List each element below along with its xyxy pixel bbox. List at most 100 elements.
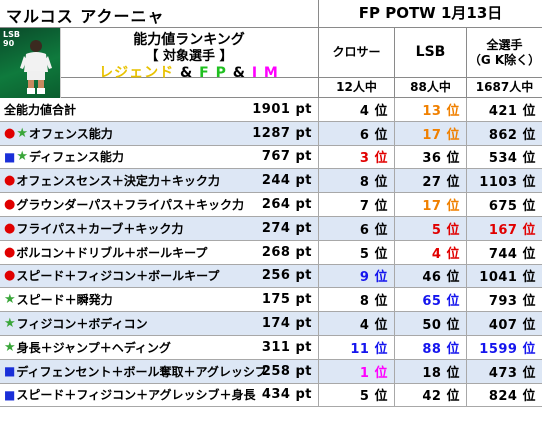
rank-all: 167 位 [466,216,542,240]
row-label-cell: ■ スピード＋フィジコン＋アグレッシブ＋身長 [4,384,256,407]
rank-closer: 4 位 [318,98,394,121]
row-label: フィジコン＋ボディコン [16,317,148,332]
row-label: オフェンス能力 [29,126,113,141]
counts-row: 12人中 88人中 1687人中 [0,78,542,98]
player-avatar: LSB 90 [0,28,61,98]
rank-closer: 8 位 [318,288,394,312]
table-row: ● グラウンダーパス＋フライパス＋キック力 264 pt 7 位 17 位 675 位 [0,193,542,217]
title-sep-1: & [174,65,200,81]
green-star-icon: ★ [4,316,16,332]
table-row: ■ ディフェンセント＋ボール奪取＋アグレッシブ 258 pt 1 位 18 位 473 位 [0,359,542,384]
rank-lsb: 46 位 [394,264,466,288]
table-row: ● ★ オフェンス能力 1287 pt 6 位 17 位 862 位 [0,121,542,146]
title-line-1: 能力値ランキング [133,32,245,48]
row-label-cell: ● フライパス＋カーブ＋キック力 [4,217,256,240]
column-header-closer: クロサー [318,28,394,77]
row-label: スピード＋フィジコン＋アグレッシブ＋身長 [16,388,256,403]
rank-closer: 1 位 [318,359,394,383]
row-label: スピード＋フィジコン＋ボールキープ [16,269,220,284]
table-row: ■ ★ ディフェンス能力 767 pt 3 位 36 位 534 位 [0,145,542,170]
row-label-cell: ★ スピード＋瞬発力 [4,288,256,311]
row-label: スピード＋瞬発力 [16,293,113,308]
red-circle-icon: ● [4,173,16,189]
red-circle-icon: ● [4,197,16,213]
table-row: ★ フィジコン＋ボディコン 174 pt 4 位 50 位 407 位 [0,312,542,336]
title-legend: レジェンド [99,65,175,81]
row-points: 767 pt [261,149,312,165]
header-main: LSB 90 能力値ランキング 【 対象選手 】 レジェンド & F P & I… [0,28,542,98]
ranking-table: 全能力値合計 1901 pt 4 位 13 位 421 位 ● ★ オフェンス能力 1287 p… [0,98,542,408]
table-row: ★ スピード＋瞬発力 175 pt 8 位 65 位 793 位 [0,288,542,313]
rank-closer: 3 位 [318,145,394,169]
row-points: 175 pt [261,292,312,308]
rank-closer: 6 位 [318,216,394,240]
avatar-position-rating: LSB 90 [3,30,20,48]
rank-closer: 4 位 [318,312,394,335]
row-label: グラウンダーパス＋フライパス＋キック力 [16,198,244,213]
column-header-lsb: LSB [394,28,466,77]
rank-all: 675 位 [466,193,542,216]
rank-closer: 5 位 [318,240,394,264]
blue-square-icon: ■ [4,149,16,164]
row-label-cell: ■ ディフェンセント＋ボール奪取＋アグレッシブ [4,360,267,383]
avatar-rating: 90 [3,39,15,48]
rank-closer: 7 位 [318,193,394,216]
rank-all: 744 位 [466,240,542,264]
rank-all: 473 位 [466,359,542,383]
table-row: ● スピード＋フィジコン＋ボールキープ 256 pt 9 位 46 位 1041 位 [0,264,542,289]
row-label-cell: 全能力値合計 [4,98,256,121]
rank-closer: 8 位 [318,169,394,193]
count-closer: 12人中 [318,78,394,97]
green-star-icon: ★ [4,292,16,308]
row-label-cell: ■ ★ ディフェンス能力 [4,146,256,169]
row-points: 174 pt [261,316,312,332]
title-fp: F P [199,65,227,81]
green-star-icon: ★ [16,125,28,141]
title-block: 能力値ランキング 【 対象選手 】 レジェンド & F P & I M [60,28,318,81]
row-points: 311 pt [261,339,312,355]
row-label: ディフェンス能力 [29,150,124,165]
table-row: ■ スピード＋フィジコン＋アグレッシブ＋身長 434 pt 5 位 42 位 824 位 [0,383,542,408]
row-points: 258 pt [261,363,312,379]
rank-all: 421 位 [466,98,542,121]
row-points: 434 pt [261,387,312,403]
blue-square-icon: ■ [4,364,16,379]
count-lsb: 88人中 [394,78,466,97]
table-row: ★ 身長＋ジャンプ＋ヘディング 311 pt 11 位 88 位 1599 位 [0,335,542,360]
rank-closer: 11 位 [318,335,394,359]
count-all: 1687人中 [466,78,542,97]
rank-lsb: 65 位 [394,288,466,312]
row-points: 244 pt [261,173,312,189]
blue-square-icon: ■ [4,387,16,402]
row-points: 1901 pt [252,101,312,117]
title-sep-2: & [226,65,252,81]
title-line-2: 【 対象選手 】 [145,49,233,64]
row-label: 全能力値合計 [4,102,77,117]
row-label-cell: ● オフェンスセンス＋決定力＋キック力 [4,169,256,192]
rank-all: 1041 位 [466,264,542,288]
red-circle-icon: ● [4,220,16,236]
rank-closer: 6 位 [318,121,394,145]
row-label: ディフェンセント＋ボール奪取＋アグレッシブ [16,364,267,379]
row-label-cell: ● ★ オフェンス能力 [4,122,256,145]
event-title: FP POTW 1月13日 [318,0,542,27]
rank-lsb: 4 位 [394,240,466,264]
column-header-all-players: 全選手 （G K除く） [466,28,542,77]
rank-all: 1103 位 [466,169,542,193]
rank-all: 534 位 [466,145,542,169]
player-silhouette-icon [20,40,52,94]
rank-lsb: 88 位 [394,335,466,359]
player-name: マルコス アクーニャ [6,7,165,26]
rank-all: 1599 位 [466,335,542,359]
row-label-cell: ● スピード＋フィジコン＋ボールキープ [4,265,256,288]
row-label-cell: ● ボルコン＋ドリブル＋ボールキープ [4,241,256,264]
rank-lsb: 13 位 [394,98,466,121]
row-label: ボルコン＋ドリブル＋ボールキープ [16,245,208,260]
rank-all: 407 位 [466,312,542,335]
rank-all: 824 位 [466,383,542,407]
rank-lsb: 36 位 [394,145,466,169]
row-label-cell: ● グラウンダーパス＋フライパス＋キック力 [4,193,256,216]
header-top-bar: マルコス アクーニャ FP POTW 1月13日 [0,0,542,28]
title-im: I M [251,65,279,81]
